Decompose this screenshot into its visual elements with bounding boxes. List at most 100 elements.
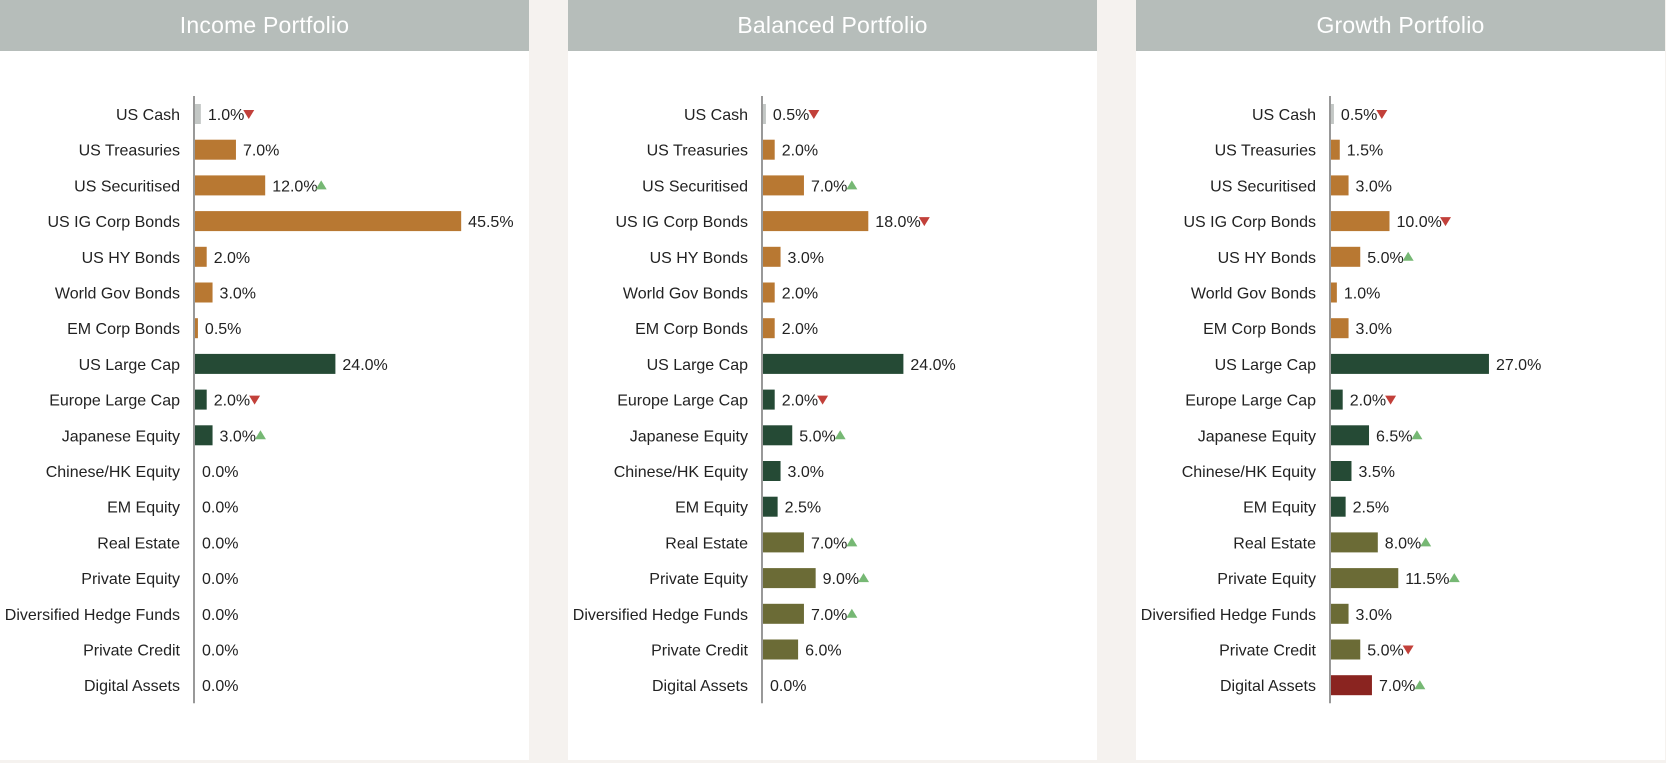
value-label-em-corp-bonds: 2.0% (782, 321, 818, 338)
value-label-private-equity: 11.5% (1405, 571, 1449, 588)
category-label-private-equity: Private Equity (1217, 571, 1316, 588)
bar-em-equity (763, 496, 778, 517)
category-label-diversified-hedge-funds: Diversified Hedge Funds (1141, 607, 1316, 624)
bar-diversified-hedge-funds (763, 603, 804, 624)
category-label-japanese-equity: Japanese Equity (630, 428, 748, 445)
category-label-chinese-hk-equity: Chinese/HK Equity (46, 464, 180, 481)
bar-japanese-equity (195, 425, 213, 446)
value-label-private-equity: 9.0% (823, 571, 859, 588)
bar-us-ig-corp-bonds (195, 211, 462, 232)
value-label-europe-large-cap: 2.0% (214, 393, 250, 410)
category-label-em-equity: EM Equity (675, 500, 748, 517)
value-label-us-hy-bonds: 5.0% (1367, 250, 1403, 267)
value-label-us-hy-bonds: 3.0% (788, 250, 824, 267)
up-arrow-icon-real-estate (1420, 537, 1432, 547)
up-arrow-icon-us-hy-bonds (1402, 251, 1414, 261)
up-arrow-icon-real-estate (846, 537, 858, 547)
growth-portfolio-title: Growth Portfolio (1136, 0, 1665, 51)
category-label-japanese-equity: Japanese Equity (62, 428, 180, 445)
bar-us-securitised (763, 175, 804, 196)
value-label-us-large-cap: 24.0% (910, 357, 955, 374)
value-label-private-credit: 5.0% (1367, 643, 1403, 660)
value-label-us-treasuries: 1.5% (1347, 143, 1383, 160)
category-label-us-securitised: US Securitised (74, 178, 180, 195)
bar-private-credit (763, 639, 799, 660)
value-label-japanese-equity: 5.0% (799, 428, 835, 445)
bar-us-cash (763, 104, 766, 124)
value-label-us-treasuries: 2.0% (782, 143, 818, 160)
bar-europe-large-cap (1331, 389, 1343, 410)
category-label-us-treasuries: US Treasuries (647, 143, 748, 160)
category-label-us-securitised: US Securitised (642, 178, 748, 195)
bar-us-large-cap (1331, 353, 1489, 374)
category-label-us-ig-corp-bonds: US IG Corp Bonds (616, 214, 749, 231)
category-label-us-hy-bonds: US HY Bonds (82, 250, 180, 267)
category-label-us-securitised: US Securitised (1210, 178, 1316, 195)
bar-world-gov-bonds (1331, 282, 1337, 303)
value-label-us-cash: 0.5% (773, 107, 809, 124)
value-label-us-ig-corp-bonds: 10.0% (1397, 214, 1442, 231)
value-label-private-equity: 0.0% (202, 571, 238, 588)
category-label-private-credit: Private Credit (651, 643, 748, 660)
bar-diversified-hedge-funds (1331, 603, 1349, 624)
category-label-real-estate: Real Estate (665, 535, 748, 552)
bar-em-corp-bonds (195, 318, 198, 339)
bar-us-hy-bonds (195, 246, 207, 267)
value-label-em-equity: 2.5% (785, 500, 821, 517)
value-label-us-hy-bonds: 2.0% (214, 250, 250, 267)
category-label-chinese-hk-equity: Chinese/HK Equity (614, 464, 748, 481)
income-portfolio-panel: Income Portfolio US Cash 1.0% US Treasurie… (0, 0, 529, 760)
bar-us-ig-corp-bonds (1331, 211, 1390, 232)
value-label-real-estate: 8.0% (1385, 535, 1421, 552)
category-label-us-ig-corp-bonds: US IG Corp Bonds (48, 214, 181, 231)
bar-private-equity (763, 568, 816, 589)
value-label-real-estate: 7.0% (811, 535, 847, 552)
category-label-world-gov-bonds: World Gov Bonds (55, 286, 180, 303)
bar-private-equity (1331, 568, 1399, 589)
value-label-world-gov-bonds: 2.0% (782, 286, 818, 303)
value-label-private-credit: 0.0% (202, 643, 238, 660)
value-label-us-large-cap: 27.0% (1496, 357, 1541, 374)
value-label-world-gov-bonds: 3.0% (220, 286, 256, 303)
bar-real-estate (1331, 532, 1378, 553)
category-label-world-gov-bonds: World Gov Bonds (623, 286, 748, 303)
value-label-real-estate: 0.0% (202, 535, 238, 552)
balanced-portfolio-panel: Balanced Portfolio US Cash 0.5% US Treasur… (568, 0, 1097, 760)
category-label-real-estate: Real Estate (97, 535, 180, 552)
value-label-us-securitised: 12.0% (272, 178, 317, 195)
category-label-us-cash: US Cash (116, 107, 180, 124)
category-label-private-credit: Private Credit (1219, 643, 1316, 660)
bar-japanese-equity (1331, 425, 1370, 446)
bar-us-cash (1331, 104, 1334, 124)
category-label-real-estate: Real Estate (1233, 535, 1316, 552)
bar-us-large-cap (195, 353, 336, 374)
growth-portfolio-panel: Growth Portfolio US Cash 0.5% US Treasurie… (1136, 0, 1665, 760)
value-label-us-treasuries: 7.0% (243, 143, 279, 160)
up-arrow-icon-japanese-equity (254, 430, 266, 440)
category-label-private-credit: Private Credit (83, 643, 180, 660)
bar-europe-large-cap (763, 389, 775, 410)
category-label-us-ig-corp-bonds: US IG Corp Bonds (1184, 214, 1317, 231)
value-label-chinese-hk-equity: 0.0% (202, 464, 238, 481)
category-label-us-large-cap: US Large Cap (647, 357, 748, 374)
category-label-us-treasuries: US Treasuries (79, 143, 180, 160)
down-arrow-icon-us-cash (1376, 110, 1388, 119)
down-arrow-icon-us-ig-corp-bonds (1440, 217, 1451, 227)
bar-em-corp-bonds (763, 318, 775, 339)
down-arrow-icon-us-ig-corp-bonds (918, 217, 930, 227)
bar-chinese-hk-equity (763, 461, 781, 481)
bar-us-securitised (1331, 175, 1349, 196)
category-label-us-cash: US Cash (1252, 107, 1316, 124)
balanced-portfolio-chart: US Cash 0.5% US Treasuries 2.0% US Securitis… (573, 96, 956, 704)
bar-real-estate (763, 532, 804, 553)
value-label-private-credit: 6.0% (805, 643, 841, 660)
value-label-world-gov-bonds: 1.0% (1344, 286, 1380, 303)
category-label-us-hy-bonds: US HY Bonds (1218, 250, 1316, 267)
category-label-diversified-hedge-funds: Diversified Hedge Funds (573, 607, 748, 624)
down-arrow-icon-private-credit (1402, 645, 1414, 655)
category-label-europe-large-cap: Europe Large Cap (617, 393, 748, 410)
growth-portfolio-chart: US Cash 0.5% US Treasuries 1.5% US Securitis… (1141, 96, 1541, 704)
bar-chinese-hk-equity (1331, 461, 1352, 481)
bar-world-gov-bonds (763, 282, 775, 303)
category-label-us-cash: US Cash (684, 107, 748, 124)
